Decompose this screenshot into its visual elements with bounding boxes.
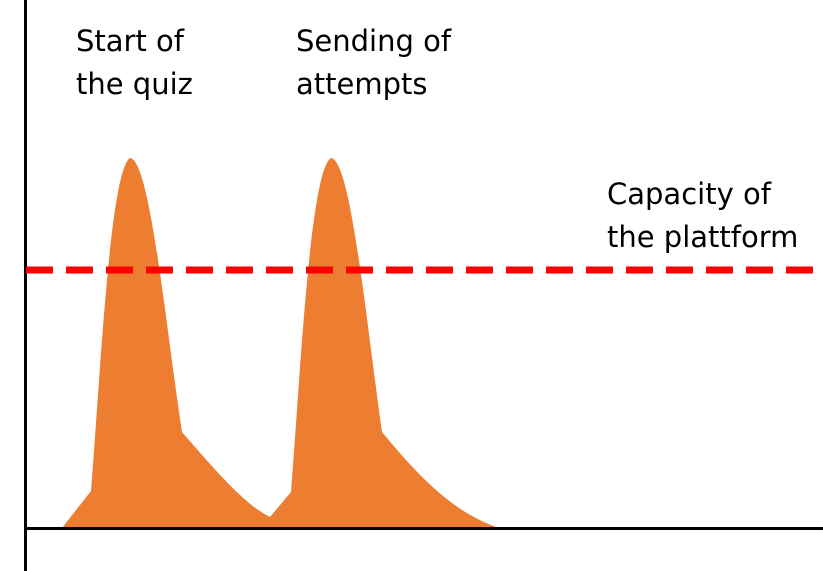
capacity-line-1: Capacity of: [607, 177, 771, 211]
sending-attempts-peak: [270, 158, 505, 530]
sending-of-attempts-line-1: Sending of: [296, 24, 452, 58]
sending-of-attempts-line-2: attempts: [296, 67, 428, 101]
capacity-label: Capacity of the plattform: [607, 173, 798, 259]
sending-of-attempts-label: Sending of attempts: [296, 20, 451, 106]
start-of-quiz-line-1: Start of: [76, 24, 185, 58]
start-of-quiz-label: Start of the quiz: [76, 20, 193, 106]
start-of-quiz-line-2: the quiz: [76, 67, 193, 101]
start-quiz-peak: [62, 158, 270, 528]
capacity-line-2: the plattform: [607, 220, 799, 254]
